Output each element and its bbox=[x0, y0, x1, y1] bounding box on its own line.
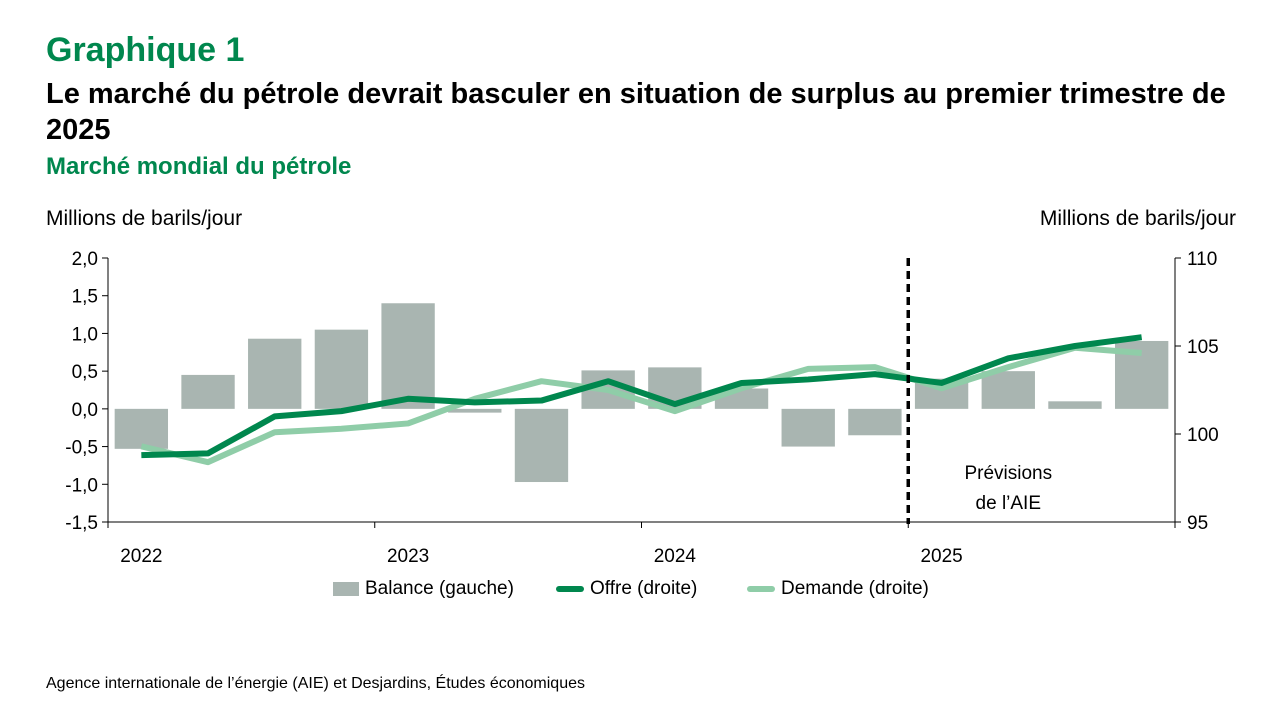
left-tick-label: 1,0 bbox=[72, 324, 98, 345]
balance-bar bbox=[114, 408, 169, 449]
balance-bar bbox=[314, 329, 369, 409]
left-axis-unit: Millions de barils/jour bbox=[46, 207, 243, 230]
left-tick-label: -1,5 bbox=[65, 513, 98, 534]
right-tick-label: 110 bbox=[1187, 249, 1217, 270]
source-note: Agence internationale de l’énergie (AIE)… bbox=[46, 675, 585, 692]
legend-swatch-balance bbox=[333, 582, 359, 596]
balance-bar bbox=[514, 408, 569, 483]
legend-swatch-demande bbox=[747, 586, 775, 592]
x-year-label: 2022 bbox=[120, 546, 162, 567]
right-tick-label: 105 bbox=[1187, 337, 1219, 358]
right-tick-label: 95 bbox=[1187, 513, 1208, 534]
chart-subtitle: Marché mondial du pétrole bbox=[46, 153, 352, 180]
offre-line bbox=[141, 334, 1143, 459]
right-axis-unit: Millions de barils/jour bbox=[1039, 207, 1236, 230]
balance-bar bbox=[248, 338, 302, 409]
chart-kicker: Graphique 1 bbox=[46, 31, 245, 69]
balance-bar bbox=[1048, 401, 1102, 409]
x-year-label: 2024 bbox=[654, 546, 697, 567]
balance-bar bbox=[181, 374, 235, 409]
legend-label-demande: Demande (droite) bbox=[781, 578, 929, 599]
balance-bar bbox=[448, 408, 502, 413]
left-tick-label: -1,0 bbox=[65, 475, 98, 496]
left-tick-label: 0,0 bbox=[72, 400, 98, 421]
chart-title: Le marché du pétrole devrait basculer en… bbox=[46, 78, 1226, 146]
forecast-annotation-line2: de l’AIE bbox=[976, 493, 1041, 514]
balance-bar bbox=[848, 408, 902, 436]
legend-item-offre: Offre (droite) bbox=[556, 578, 697, 600]
series-lines bbox=[140, 334, 1143, 466]
chart-header: Graphique 1 Le marché du pétrole devrait… bbox=[46, 30, 1246, 182]
legend-label-balance: Balance (gauche) bbox=[365, 578, 514, 599]
legend-swatch-offre bbox=[556, 586, 584, 592]
axes bbox=[102, 257, 1181, 528]
demande-line bbox=[140, 344, 1142, 466]
right-tick-label: 100 bbox=[1187, 425, 1219, 446]
balance-bar bbox=[981, 371, 1035, 409]
left-tick-label: 2,0 bbox=[72, 249, 98, 270]
forecast-annotation-line1: Prévisions bbox=[964, 463, 1052, 484]
legend-item-balance: Balance (gauche) bbox=[333, 578, 514, 600]
tick-labels: 2,0 1,5 1,0 0,5 0,0 -0,5 -1,0 -1,5 110 105 100 95 20… bbox=[65, 249, 1218, 567]
balance-bar bbox=[781, 408, 835, 447]
x-year-label: 2025 bbox=[920, 546, 962, 567]
left-tick-label: -0,5 bbox=[65, 438, 98, 459]
balance-bar bbox=[381, 303, 435, 409]
balance-bars bbox=[114, 303, 1169, 483]
x-year-label: 2023 bbox=[387, 546, 429, 567]
legend-label-offre: Offre (droite) bbox=[590, 578, 698, 599]
left-tick-label: 1,5 bbox=[72, 287, 98, 308]
left-tick-label: 0,5 bbox=[72, 362, 98, 383]
chart-legend: Balance (gauche) Offre (droite) Demande … bbox=[0, 578, 1280, 608]
legend-item-demande: Demande (droite) bbox=[747, 578, 929, 600]
